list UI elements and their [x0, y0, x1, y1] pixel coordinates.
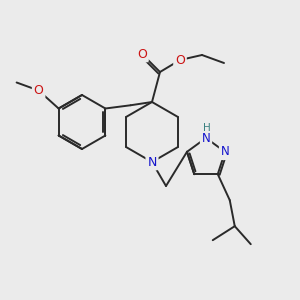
Text: O: O — [137, 47, 147, 61]
Text: N: N — [147, 155, 157, 169]
Text: N: N — [220, 145, 230, 158]
Text: O: O — [175, 53, 185, 67]
Text: H: H — [203, 123, 211, 133]
Text: N: N — [202, 131, 210, 145]
Text: O: O — [34, 84, 44, 97]
